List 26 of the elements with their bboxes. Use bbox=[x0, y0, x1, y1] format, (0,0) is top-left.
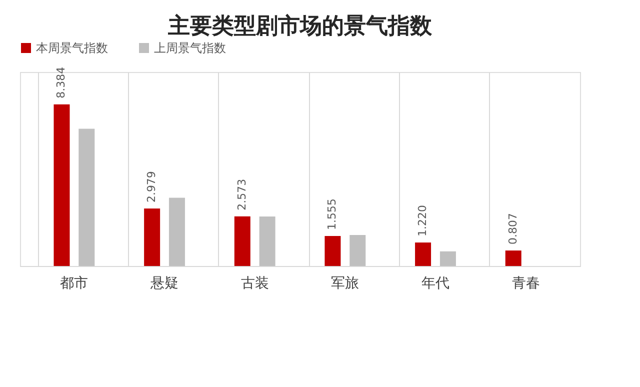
bar bbox=[505, 250, 522, 266]
bar bbox=[324, 236, 341, 266]
bar bbox=[78, 128, 95, 266]
legend-label: 本周景气指数 bbox=[36, 41, 108, 55]
x-tick-label: 青春 bbox=[512, 276, 540, 292]
bar bbox=[350, 234, 366, 266]
data-label: 8.384 bbox=[54, 66, 68, 98]
data-label: 0.807 bbox=[506, 212, 520, 244]
x-tick-label: 军旅 bbox=[331, 276, 360, 292]
bar bbox=[259, 216, 276, 266]
bar bbox=[234, 216, 250, 266]
legend-label: 上周景气指数 bbox=[154, 41, 226, 55]
bar bbox=[168, 198, 185, 266]
x-tick-label: 古装 bbox=[240, 276, 269, 292]
bar bbox=[144, 208, 160, 266]
bar bbox=[415, 242, 432, 266]
data-label: 2.573 bbox=[235, 178, 248, 210]
data-label: 1.220 bbox=[416, 204, 430, 236]
x-tick-label: 都市 bbox=[60, 276, 88, 292]
data-label: 1.555 bbox=[326, 198, 339, 230]
x-tick-label: 悬疑 bbox=[150, 276, 179, 292]
bar bbox=[54, 104, 70, 266]
x-tick-label: 年代 bbox=[421, 276, 450, 292]
data-label: 2.979 bbox=[145, 171, 158, 203]
chart-title: 主要类型剧市场的景气指数 bbox=[167, 13, 433, 39]
bar bbox=[440, 251, 456, 266]
